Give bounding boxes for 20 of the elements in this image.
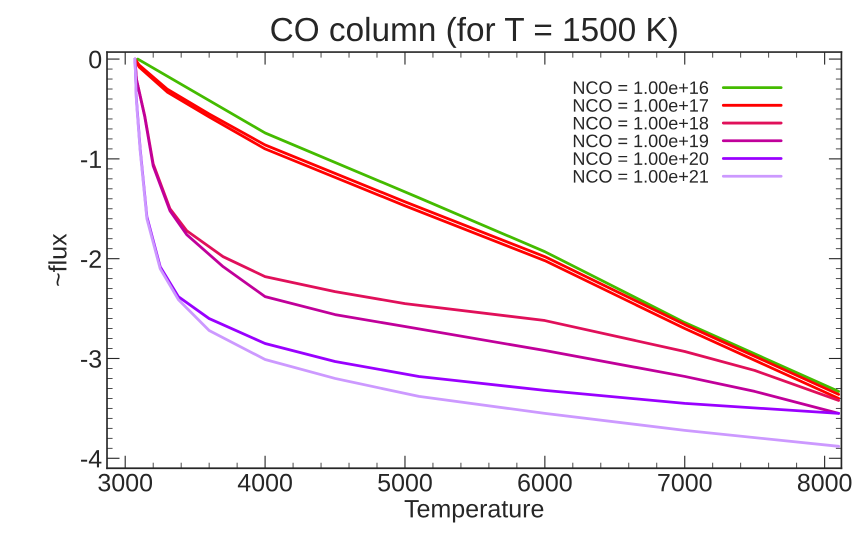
x-tick-label: 8000 [798,474,852,492]
y-tick-label: -2 [81,250,101,268]
chart-title: CO column (for T = 1500 K) [271,16,677,48]
legend-label: NCO = 1.00e+21 [574,170,708,183]
y-tick-label: -3 [81,350,102,368]
x-tick-label: 3000 [98,474,152,492]
legend-label: NCO = 1.00e+16 [574,81,708,94]
y-tick-label: 0 [89,50,102,68]
y-tick-label: -4 [81,450,102,468]
y-tick-label: -1 [81,150,101,168]
x-tick-label: 7000 [658,474,712,492]
legend-label: NCO = 1.00e+20 [574,152,708,166]
x-tick-label: 6000 [518,474,572,492]
legend-label: NCO = 1.00e+19 [574,134,708,148]
y-axis-title: ~flux [48,234,67,286]
legend-label: NCO = 1.00e+17 [574,99,708,112]
x-axis-title: Temperature [404,500,544,523]
x-tick-label: 5000 [378,474,432,492]
legend-label: NCO = 1.00e+18 [574,116,708,130]
x-tick-label: 4000 [238,474,292,492]
